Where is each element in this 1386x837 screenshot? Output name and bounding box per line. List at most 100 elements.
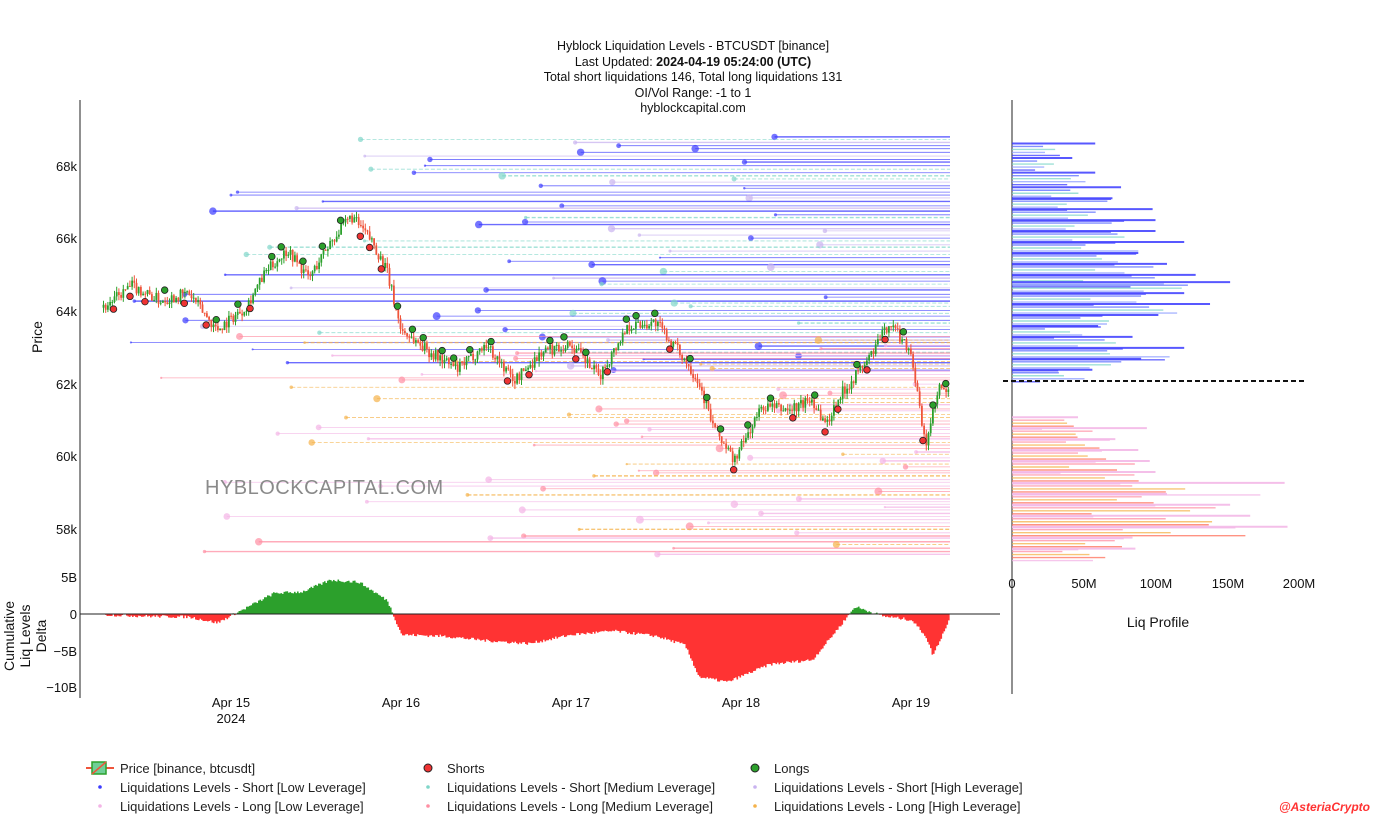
price-candle-body-129 — [386, 263, 388, 268]
delta-bar-229 — [447, 614, 449, 637]
delta-bar-188 — [386, 599, 388, 614]
price-candle-body-166 — [468, 356, 470, 357]
price-candle-body-154 — [441, 355, 443, 363]
delta-bar-221 — [435, 614, 437, 635]
delta-bar-153 — [333, 580, 335, 614]
price-candle-body-276 — [710, 409, 712, 420]
delta-bar-137 — [309, 588, 311, 614]
delta-bar-277 — [519, 614, 521, 643]
delta-bar-208 — [416, 614, 418, 636]
short-liq-origin-43 — [224, 274, 227, 277]
delta-bar-472 — [812, 614, 814, 660]
price-candle-body-29 — [166, 302, 168, 304]
price-candle-body-264 — [683, 359, 685, 360]
delta-bar-483 — [828, 614, 830, 640]
legend-item-short-low[interactable]: Liquidations Levels - Short [Low Leverag… — [98, 780, 366, 795]
price-candle-body-363 — [901, 339, 903, 341]
delta-bar-98 — [251, 605, 253, 614]
price-candle-body-80 — [279, 259, 281, 261]
delta-bar-334 — [605, 614, 607, 631]
delta-bar-197 — [399, 614, 401, 630]
long-liq-origin-87 — [398, 377, 405, 384]
price-candle-body-22 — [151, 294, 153, 300]
delta-bar-349 — [627, 614, 629, 634]
delta-bar-280 — [524, 614, 526, 642]
long-liq-origin-107 — [308, 439, 315, 446]
price-candle-body-48 — [208, 317, 210, 320]
delta-bar-384 — [680, 614, 682, 643]
price-candle-body-124 — [375, 245, 377, 254]
delta-axis-title-line-1: Liq Levels — [17, 604, 33, 667]
legend-item-long-med[interactable]: Liquidations Levels - Long [Medium Lever… — [426, 799, 713, 814]
legend-item-short-high[interactable]: Liquidations Levels - Short [High Levera… — [753, 780, 1022, 795]
delta-bar-103 — [258, 601, 260, 614]
delta-bar-544 — [920, 614, 922, 630]
price-candle-body-209 — [562, 350, 564, 351]
delta-bar-150 — [329, 580, 331, 614]
delta-bar-127 — [294, 592, 296, 614]
delta-bar-140 — [314, 586, 316, 614]
short-liq-origin-46 — [599, 282, 603, 286]
y-tick-66k: 66k — [56, 231, 77, 246]
long-liq-origin-131 — [223, 513, 230, 520]
delta-bar-300 — [554, 614, 556, 639]
delta-bar-507 — [864, 610, 866, 614]
delta-bar-435 — [756, 614, 758, 669]
long-marker-31 — [623, 316, 630, 323]
price-candle-body-237 — [624, 333, 626, 334]
price-candle-body-41 — [193, 298, 195, 299]
delta-bar-234 — [455, 614, 457, 638]
delta-bar-407 — [714, 614, 716, 679]
price-candle-body-30 — [169, 303, 171, 304]
legend-item-long-low[interactable]: Liquidations Levels - Long [Low Leverage… — [98, 799, 363, 814]
legend-item-long-high[interactable]: Liquidations Levels - Long [High Leverag… — [753, 799, 1020, 814]
price-candle-body-200 — [543, 353, 545, 357]
price-candle-body-57 — [228, 316, 230, 328]
price-candle-body-23 — [153, 300, 155, 301]
short-liq-origin-53 — [689, 304, 693, 308]
long-liq-origin-136 — [794, 530, 799, 535]
legend-item-short-med[interactable]: Liquidations Levels - Short [Medium Leve… — [426, 780, 715, 795]
delta-bar-134 — [305, 591, 307, 614]
price-candle-body-53 — [219, 329, 221, 331]
delta-bar-271 — [510, 614, 512, 643]
price-candle-body-93 — [307, 270, 309, 275]
delta-bar-291 — [540, 614, 542, 641]
short-liq-origin-61 — [317, 331, 321, 335]
price-candle-body-272 — [701, 387, 703, 391]
delta-bar-532 — [902, 614, 904, 619]
y-tick-64k: 64k — [56, 304, 77, 319]
delta-bar-336 — [608, 614, 610, 632]
price-candle-body-55 — [224, 322, 226, 330]
delta-bar-402 — [707, 614, 709, 677]
delta-bar-111 — [270, 596, 272, 614]
delta-bar-124 — [290, 592, 292, 614]
price-candle-body-307 — [778, 403, 780, 405]
price-candle-body-215 — [576, 349, 578, 353]
price-candle-body-284 — [727, 448, 729, 449]
price-candle-body-370 — [917, 383, 919, 392]
delta-bar-376 — [668, 614, 670, 639]
price-candle-body-350 — [873, 351, 875, 354]
short-liq-origin-58 — [797, 321, 800, 324]
price-candle-body-361 — [897, 328, 899, 329]
price-candle-body-21 — [149, 290, 151, 294]
short-liq-origin-16 — [539, 184, 543, 188]
delta-bar-440 — [764, 614, 766, 666]
delta-bar-486 — [833, 614, 835, 634]
short-liq-origin-56 — [433, 312, 441, 320]
delta-bar-235 — [456, 614, 458, 637]
total-liquidations: Total short liquidations 146, Total long… — [544, 70, 843, 84]
delta-bar-260 — [494, 614, 496, 641]
long-liq-origin-109 — [716, 445, 724, 453]
price-candle-body-375 — [928, 433, 930, 445]
price-candle-body-263 — [681, 355, 683, 360]
delta-bar-471 — [810, 614, 812, 661]
delta-bar-310 — [569, 614, 571, 635]
long-marker-40 — [767, 395, 774, 402]
delta-bar-466 — [803, 614, 805, 661]
delta-bar-343 — [618, 614, 620, 631]
long-liq-origin-90 — [776, 387, 780, 391]
delta-bar-431 — [750, 614, 752, 673]
